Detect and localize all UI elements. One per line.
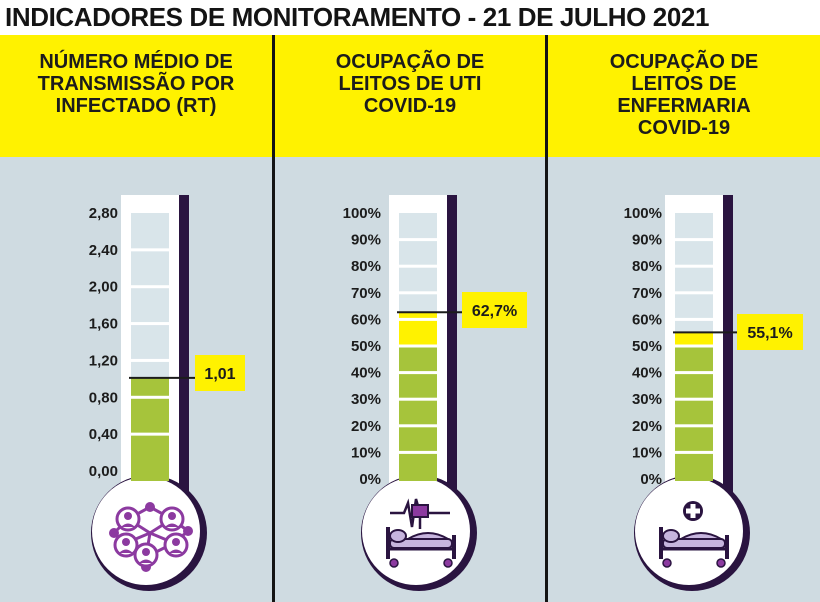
tick-label: 30%	[351, 391, 381, 408]
icu-bed-monitor-icon	[386, 498, 456, 568]
panel-divider	[272, 35, 275, 602]
tick-line	[675, 317, 713, 321]
tick-line	[675, 291, 713, 295]
hospital-bed-cross-icon	[659, 501, 729, 568]
tick-label: 20%	[351, 418, 381, 435]
value-label: 62,7%	[472, 303, 517, 320]
header-line: COVID-19	[637, 117, 731, 139]
panel-header-enfermaria: OCUPAÇÃO DE LEITOS DE ENFERMARIA COVID-1…	[548, 35, 820, 157]
panel-header-rt-text: NÚMERO MÉDIO DE TRANSMISSÃO POR INFECTAD…	[0, 51, 272, 117]
value-badge	[195, 355, 245, 391]
tick-label: 50%	[632, 338, 662, 355]
header-line: COVID-19	[363, 95, 457, 117]
tick-line	[399, 238, 437, 242]
title-bar: INDICADORES DE MONITORAMENTO - 21 DE JUL…	[0, 0, 820, 35]
tick-line	[675, 371, 713, 375]
tick-label: 70%	[351, 285, 381, 302]
thermometer-1: 0% 10% 20% 30% 40% 50% 60% 70% 80% 90% 100% 62,7%	[343, 195, 527, 591]
bulb	[362, 477, 470, 585]
tick-label: 40%	[632, 365, 662, 382]
fill-green	[131, 377, 169, 481]
value-label: 1,01	[204, 366, 235, 383]
tick-line	[399, 264, 437, 268]
header-line: ENFERMARIA	[617, 95, 751, 117]
panel-divider	[545, 35, 548, 602]
tick-line	[131, 248, 169, 252]
tick-line	[399, 424, 437, 428]
tick-label: 10%	[632, 444, 662, 461]
header-line: LEITOS DE UTI	[338, 73, 482, 95]
tick-label: 80%	[351, 258, 381, 275]
tick-label: 0,40	[89, 426, 118, 443]
thermometer-2: 0% 10% 20% 30% 40% 50% 60% 70% 80% 90% 100% 55,1%	[624, 195, 803, 591]
value-badge	[462, 292, 527, 328]
tick-label: 20%	[632, 418, 662, 435]
tick-label: 60%	[632, 311, 662, 328]
tick-label: 0%	[640, 471, 662, 488]
header-line: LEITOS DE	[631, 73, 737, 95]
tick-line	[131, 432, 169, 436]
tick-line	[399, 291, 437, 295]
tick-label: 30%	[632, 391, 662, 408]
tick-line	[399, 317, 437, 321]
network-people-icon	[109, 502, 193, 572]
tick-line	[131, 322, 169, 326]
value-badge	[737, 314, 803, 350]
header-line: OCUPAÇÃO DE	[335, 51, 485, 73]
tick-label: 2,00	[89, 279, 118, 296]
tick-label: 70%	[632, 285, 662, 302]
tick-label: 40%	[351, 365, 381, 382]
panel-header-uti-text: OCUPAÇÃO DE LEITOS DE UTI COVID-19	[275, 51, 545, 117]
tick-label: 100%	[343, 205, 381, 222]
tick-label: 10%	[351, 444, 381, 461]
panel-header-enfermaria-text: OCUPAÇÃO DE LEITOS DE ENFERMARIA COVID-1…	[548, 51, 820, 139]
bulb	[635, 477, 743, 585]
tick-label: 90%	[351, 232, 381, 249]
tick-line	[399, 344, 437, 348]
fill-green	[399, 346, 437, 481]
header-line: TRANSMISSÃO POR	[37, 73, 235, 95]
tick-line	[399, 397, 437, 401]
tick-line	[675, 238, 713, 242]
panel-header-rt: NÚMERO MÉDIO DE TRANSMISSÃO POR INFECTAD…	[0, 35, 272, 157]
tick-label: 1,20	[89, 352, 118, 369]
tick-line	[675, 264, 713, 268]
tick-line	[675, 424, 713, 428]
tick-label: 100%	[624, 205, 662, 222]
header-line: OCUPAÇÃO DE	[609, 51, 759, 73]
tick-line	[399, 371, 437, 375]
panel-header-uti: OCUPAÇÃO DE LEITOS DE UTI COVID-19	[275, 35, 545, 157]
fill-green	[675, 346, 713, 481]
tick-line	[399, 450, 437, 454]
tick-line	[675, 450, 713, 454]
tick-label: 0,80	[89, 389, 118, 406]
tick-line	[675, 397, 713, 401]
header-line: NÚMERO MÉDIO DE	[39, 51, 233, 73]
tick-line	[131, 358, 169, 362]
tick-label: 60%	[351, 311, 381, 328]
tick-label: 80%	[632, 258, 662, 275]
value-label: 55,1%	[747, 325, 792, 342]
tick-label: 0%	[359, 471, 381, 488]
tick-label: 2,80	[89, 205, 118, 222]
tick-line	[131, 395, 169, 399]
tick-label: 1,60	[89, 316, 118, 333]
tick-label: 2,40	[89, 242, 118, 259]
header-line: INFECTADO (RT)	[55, 95, 217, 117]
tick-line	[131, 285, 169, 289]
thermometer-0: 0,00 0,40 0,80 1,20 1,60 2,00 2,40 2,80 1,01	[89, 195, 245, 591]
tick-label: 90%	[632, 232, 662, 249]
tick-label: 0,00	[89, 463, 118, 480]
page-title: INDICADORES DE MONITORAMENTO - 21 DE JUL…	[5, 2, 710, 32]
tick-line	[675, 344, 713, 348]
tick-label: 50%	[351, 338, 381, 355]
